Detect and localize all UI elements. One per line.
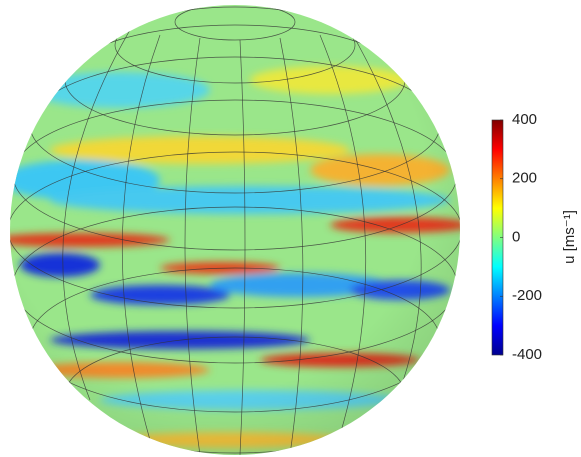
y-tick-label: 200 bbox=[512, 170, 537, 187]
colorbar-label: u [ms⁻¹] bbox=[561, 210, 578, 264]
y-tick-label: -200 bbox=[512, 287, 542, 304]
y-tick-label: 0 bbox=[512, 228, 520, 245]
sphere bbox=[10, 5, 460, 455]
y-tick-label: 400 bbox=[512, 111, 537, 128]
y-tick-label: -400 bbox=[512, 346, 542, 363]
